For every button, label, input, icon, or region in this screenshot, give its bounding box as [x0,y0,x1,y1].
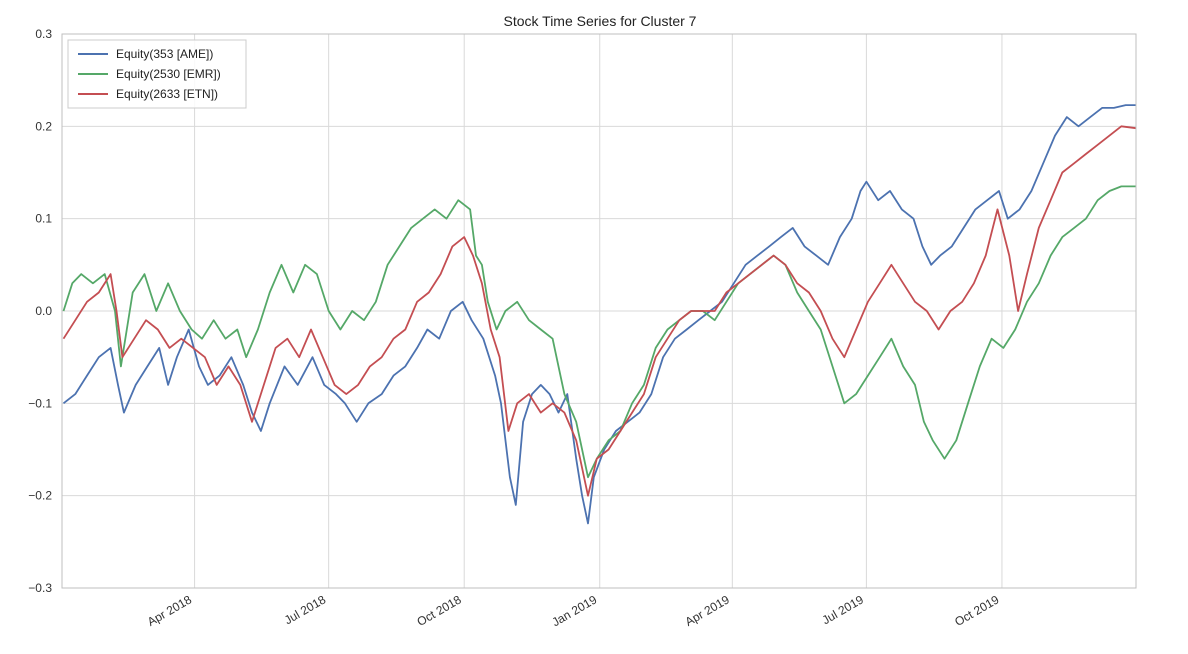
legend-label: Equity(2530 [EMR]) [116,67,221,81]
x-tick-label: Apr 2019 [683,592,732,629]
plot-frame [61,33,1137,589]
legend-label: Equity(2633 [ETN]) [116,87,218,101]
x-tick-label: Jul 2019 [820,592,867,627]
y-axis-ticks: −0.3 −0.2 −0.1 0.0 0.1 0.2 0.3 [28,27,52,595]
x-axis-ticks: Apr 2018 Jul 2018 Oct 2018 Jan 2019 Apr 2019… [145,592,1002,629]
series-line-2 [62,185,1136,479]
legend-label: Equity(353 [AME]) [116,47,213,61]
x-tick-label: Jan 2019 [549,592,599,629]
y-tick-label: 0.2 [35,119,52,133]
y-tick-label: −0.3 [28,581,52,595]
chart-title: Stock Time Series for Cluster 7 [504,13,697,29]
x-tick-label: Jul 2018 [282,592,329,627]
x-tick-label: Oct 2019 [952,592,1001,629]
y-tick-label: 0.1 [35,212,52,226]
grid-lines [62,33,1136,589]
y-tick-label: 0.0 [35,304,52,318]
y-tick-label: 0.3 [35,27,52,41]
series-lines [62,104,1137,525]
legend: Equity(353 [AME]) Equity(2530 [EMR]) Equit… [67,39,247,109]
x-tick-label: Oct 2018 [415,592,464,629]
series-line-3 [62,125,1137,497]
x-tick-label: Apr 2018 [145,592,194,629]
y-tick-label: −0.1 [28,396,52,410]
series-line-1 [62,104,1136,525]
y-tick-label: −0.2 [28,489,52,503]
